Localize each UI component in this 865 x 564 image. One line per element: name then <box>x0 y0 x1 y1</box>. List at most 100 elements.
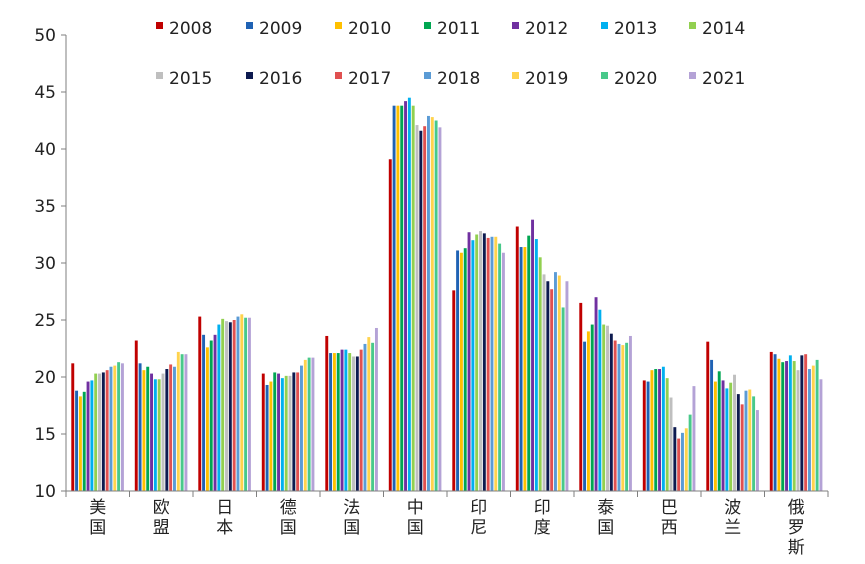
bar <box>236 316 240 491</box>
bar <box>684 428 688 491</box>
bar <box>221 318 225 491</box>
y-tick-label: 20 <box>34 368 56 388</box>
bar <box>288 375 292 491</box>
bar <box>752 396 756 491</box>
bar <box>654 369 658 491</box>
bar <box>681 432 684 491</box>
legend-label: 2014 <box>702 19 745 39</box>
legend-label: 2010 <box>348 19 391 39</box>
bar <box>642 380 646 491</box>
bar <box>300 365 303 491</box>
bar <box>527 235 531 491</box>
bar <box>150 373 154 491</box>
bar <box>792 361 796 491</box>
bar <box>392 105 396 492</box>
bar <box>261 373 265 491</box>
bar <box>628 335 632 491</box>
bar <box>479 231 482 491</box>
bar <box>411 105 415 492</box>
bar <box>498 243 502 491</box>
bar <box>240 314 244 491</box>
legend-label: 2013 <box>614 19 657 39</box>
y-tick-label: 40 <box>34 140 56 160</box>
bar <box>430 117 434 491</box>
bar <box>371 342 375 491</box>
bar <box>733 374 736 491</box>
bar <box>486 237 490 491</box>
bar <box>523 247 527 491</box>
bar <box>109 366 113 491</box>
bar <box>146 366 150 491</box>
legend-label: 2012 <box>525 19 568 39</box>
bar <box>494 236 498 491</box>
bar <box>388 159 392 491</box>
bar <box>717 371 721 491</box>
y-tick-label: 45 <box>34 83 56 103</box>
bar <box>217 324 221 491</box>
bar <box>423 126 427 491</box>
bar <box>90 380 94 491</box>
bar <box>153 379 157 491</box>
bar <box>625 342 629 491</box>
bar <box>534 239 538 491</box>
y-tick-label: 15 <box>34 425 56 445</box>
bar <box>710 359 714 491</box>
bar <box>736 394 740 491</box>
bar <box>725 388 729 491</box>
bar <box>815 359 819 491</box>
bar <box>501 252 505 491</box>
legend-label: 2018 <box>437 69 480 89</box>
category-label: 巴西 <box>661 498 678 538</box>
bar <box>729 382 733 491</box>
bar <box>785 361 789 491</box>
y-axis: 10 15 20 25 30 35 40 45 50 <box>34 26 67 502</box>
bar <box>531 219 535 491</box>
legend-swatch <box>246 22 253 29</box>
bar <box>202 334 206 491</box>
legend-label: 2008 <box>169 19 212 39</box>
bar <box>550 289 554 491</box>
bar <box>650 370 654 491</box>
legend-swatch <box>512 72 519 79</box>
bar <box>165 369 169 491</box>
bar <box>180 354 184 491</box>
bar <box>467 232 471 491</box>
legend-swatch <box>601 22 608 29</box>
category-label: 欧盟 <box>153 498 170 538</box>
bar <box>692 386 696 491</box>
y-tick-label: 50 <box>34 26 56 46</box>
bar <box>609 333 613 491</box>
bar <box>232 320 236 491</box>
bar <box>78 396 82 491</box>
legend-swatch <box>424 72 431 79</box>
bar <box>475 234 479 491</box>
bar <box>173 366 176 491</box>
bar <box>519 247 523 491</box>
bar <box>98 373 101 491</box>
legend-swatch <box>689 72 696 79</box>
bar <box>459 252 463 491</box>
bar <box>142 370 146 491</box>
bar <box>542 274 546 491</box>
bar <box>490 236 494 491</box>
bar <box>277 373 281 491</box>
legend: 2008 2009 2010 2011 2012 2013 2014 2015 2016 2017… <box>156 19 745 89</box>
bar <box>374 327 378 491</box>
bar <box>434 120 438 491</box>
category-label: 中国 <box>407 498 424 538</box>
bar <box>471 240 475 491</box>
bar <box>71 363 75 491</box>
bar <box>325 335 329 491</box>
bar <box>677 438 681 491</box>
bar <box>427 115 430 491</box>
bar <box>355 356 359 491</box>
category-label: 印度 <box>534 498 551 538</box>
bar <box>598 309 602 491</box>
y-tick-label: 25 <box>34 311 56 331</box>
category-label: 俄罗斯 <box>788 498 805 558</box>
bar <box>554 272 557 491</box>
category-label: 德国 <box>280 498 297 538</box>
bar <box>546 281 550 491</box>
category-label: 美国 <box>89 498 106 538</box>
